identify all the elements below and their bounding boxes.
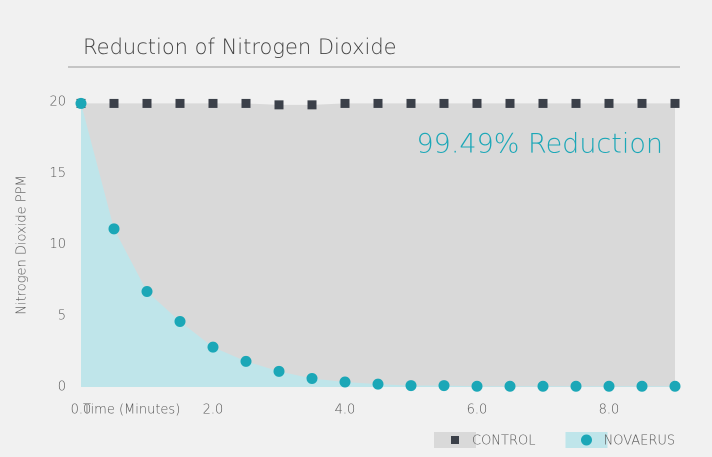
x-axis-label: Time (Minutes) xyxy=(83,403,180,418)
point xyxy=(339,376,351,388)
point xyxy=(273,365,285,377)
point xyxy=(537,380,549,392)
legend-label: CONTROL xyxy=(472,434,535,449)
point xyxy=(307,100,317,110)
point xyxy=(406,98,416,108)
point xyxy=(670,98,680,108)
point xyxy=(141,286,153,298)
point xyxy=(340,98,350,108)
legend-label: NOVAERUS xyxy=(603,434,675,449)
x-tick-label: 0.0 xyxy=(71,403,92,418)
point xyxy=(175,98,185,108)
y-tick-label: 5 xyxy=(58,308,66,323)
point xyxy=(571,98,581,108)
point xyxy=(241,98,251,108)
chart-title: Reduction of Nitrogen Dioxide xyxy=(83,35,397,59)
point xyxy=(405,380,417,392)
point xyxy=(636,380,648,392)
area xyxy=(81,103,675,388)
point xyxy=(75,97,87,109)
point xyxy=(372,378,384,390)
point xyxy=(637,98,647,108)
point xyxy=(274,100,284,110)
point xyxy=(505,98,515,108)
point xyxy=(306,372,318,384)
point xyxy=(471,380,483,392)
point xyxy=(240,355,252,367)
point xyxy=(438,380,450,392)
point xyxy=(174,315,186,327)
y-axis-label: Nitrogen Dioxide PPM xyxy=(15,175,30,314)
point xyxy=(472,98,482,108)
point xyxy=(538,98,548,108)
x-tick-label: 6.0 xyxy=(467,403,488,418)
x-tick-label: 2.0 xyxy=(203,403,224,418)
x-tick-label: 4.0 xyxy=(335,403,356,418)
point xyxy=(373,98,383,108)
point xyxy=(439,98,449,108)
y-tick-label: 0 xyxy=(58,380,66,395)
annotation: 99.49% Reduction xyxy=(416,129,663,160)
x-tick-label: 8.0 xyxy=(599,403,620,418)
y-tick-label: 20 xyxy=(49,95,66,110)
y-tick-label: 10 xyxy=(49,237,66,252)
point xyxy=(603,380,615,392)
point xyxy=(208,98,218,108)
point xyxy=(142,98,152,108)
point xyxy=(604,98,614,108)
y-tick-label: 15 xyxy=(49,166,66,181)
area xyxy=(81,103,675,388)
point xyxy=(109,98,119,108)
point xyxy=(504,380,516,392)
legend-marker xyxy=(580,434,592,446)
point xyxy=(570,380,582,392)
point xyxy=(669,380,681,392)
point xyxy=(108,223,120,235)
legend-marker xyxy=(451,436,459,444)
point xyxy=(207,341,219,353)
